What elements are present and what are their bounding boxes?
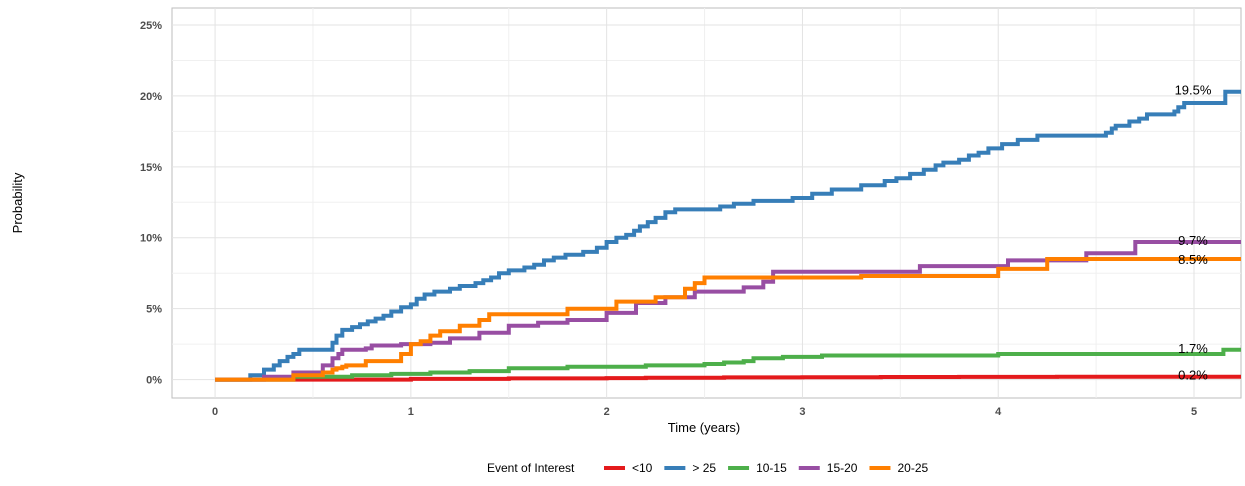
x-tick-label: 1 [408, 406, 414, 418]
x-tick-label: 2 [604, 406, 610, 418]
y-tick-label: 5% [146, 304, 162, 316]
series-line-2 [215, 347, 1241, 382]
y-tick-label: 20% [140, 91, 162, 103]
end-labels: 19.5% 9.7% 8.5% 1.7% 0.2% [1175, 83, 1212, 383]
x-tick-label: 0 [212, 406, 218, 418]
legend-title: Event of Interest [487, 461, 575, 475]
legend-label: <10 [632, 461, 653, 475]
y-tick-label: 15% [140, 162, 162, 174]
series-line-3 [215, 240, 1241, 382]
legend-label: > 25 [692, 461, 716, 475]
series-line-1 [215, 89, 1241, 382]
y-tick-label: 10% [140, 233, 162, 245]
end-label: 1.7% [1178, 341, 1208, 356]
legend-label: 15-20 [827, 461, 858, 475]
y-axis-title: Probability [10, 172, 25, 233]
x-axis-title: Time (years) [668, 420, 740, 435]
end-label: 19.5% [1175, 83, 1212, 98]
legend-label: 10-15 [756, 461, 787, 475]
y-tick-labels: 0% 5% 10% 15% 20% 25% [140, 20, 162, 387]
end-label: 9.7% [1178, 233, 1208, 248]
x-tick-label: 5 [1191, 406, 1197, 418]
legend: Event of Interest <10 > 25 10-15 15-20 20-25 [487, 461, 928, 475]
series-line-4 [215, 257, 1241, 382]
y-tick-label: 25% [140, 20, 162, 32]
end-label: 8.5% [1178, 252, 1208, 267]
x-tick-labels: 0 1 2 3 4 5 [212, 406, 1197, 418]
series-group [215, 89, 1241, 382]
series-line-0 [215, 374, 1241, 382]
plot-panel [171, 7, 1242, 399]
legend-label: 20-25 [897, 461, 928, 475]
y-tick-label: 0% [146, 375, 162, 387]
x-tick-label: 4 [995, 406, 1002, 418]
end-label: 0.2% [1178, 368, 1208, 383]
x-tick-label: 3 [799, 406, 805, 418]
